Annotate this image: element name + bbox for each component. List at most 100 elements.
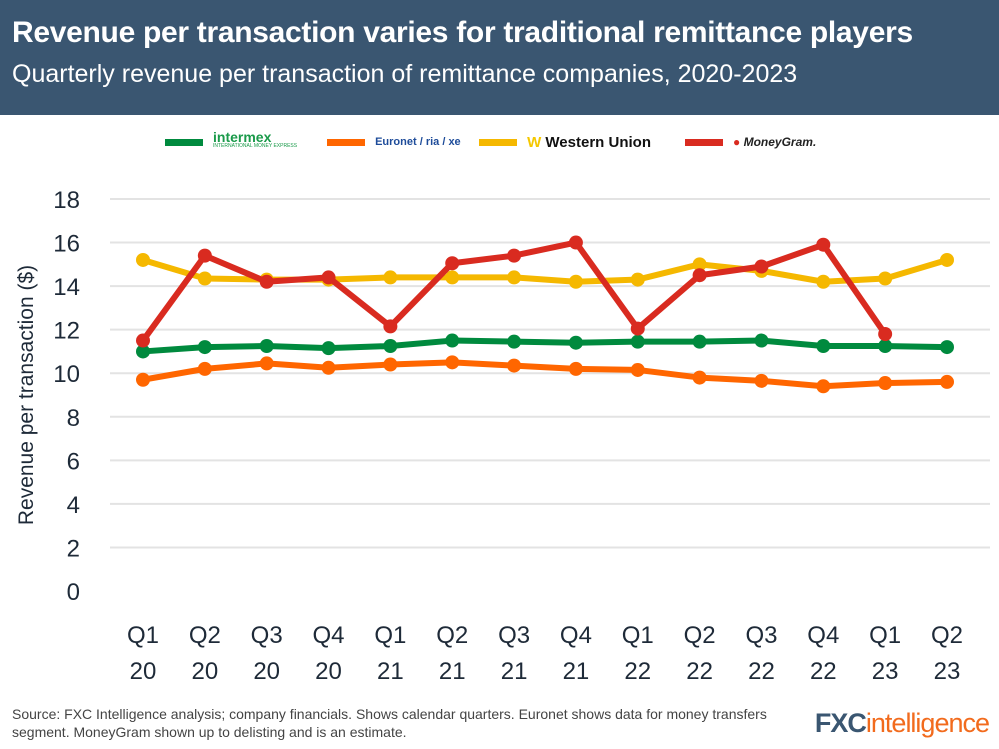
x-tick-label: Q1 bbox=[127, 622, 159, 649]
x-tick-label: 22 bbox=[686, 658, 713, 685]
source-note: Source: FXC Intelligence analysis; compa… bbox=[12, 706, 767, 740]
intermex-logo: intermex INTERNATIONAL MONEY EXPRESS bbox=[213, 129, 298, 149]
y-tick-label: 2 bbox=[67, 535, 80, 562]
data-point bbox=[630, 321, 645, 336]
data-point bbox=[383, 270, 398, 285]
data-point bbox=[445, 333, 460, 348]
data-point bbox=[197, 248, 212, 263]
data-point bbox=[568, 361, 583, 376]
data-point bbox=[321, 341, 336, 356]
data-point bbox=[692, 257, 707, 272]
data-point bbox=[383, 357, 398, 372]
data-point bbox=[630, 334, 645, 349]
data-point bbox=[878, 327, 893, 342]
x-tick-label: Q2 bbox=[189, 622, 221, 649]
x-tick-label: Q4 bbox=[807, 622, 839, 649]
y-tick-label: 18 bbox=[53, 187, 80, 214]
x-tick-label: 22 bbox=[748, 658, 775, 685]
data-point bbox=[816, 379, 831, 394]
data-point bbox=[754, 373, 769, 388]
chart-title: Revenue per transaction varies for tradi… bbox=[12, 16, 913, 49]
data-point bbox=[816, 237, 831, 252]
data-point bbox=[507, 358, 522, 373]
data-point bbox=[136, 372, 150, 387]
legend-item-moneygram: ● MoneyGram. bbox=[685, 135, 816, 149]
moneygram-logo: ● MoneyGram. bbox=[733, 135, 817, 149]
data-point bbox=[136, 333, 150, 348]
data-point bbox=[630, 272, 645, 287]
data-point bbox=[197, 271, 212, 286]
legend-swatch bbox=[165, 138, 203, 146]
x-tick-label: 21 bbox=[377, 658, 404, 685]
data-point bbox=[445, 270, 460, 285]
x-tick-label: 20 bbox=[315, 658, 342, 685]
data-point bbox=[754, 333, 769, 348]
data-point bbox=[197, 361, 212, 376]
data-point bbox=[878, 339, 893, 353]
x-tick-label: 21 bbox=[439, 658, 466, 685]
euronet-ria-xe-logo: Euronet / ria / xe bbox=[375, 136, 461, 148]
series-line-euronet bbox=[142, 359, 948, 390]
data-point bbox=[568, 335, 583, 350]
y-tick-label: 0 bbox=[67, 579, 80, 606]
y-tick-label: 16 bbox=[53, 231, 80, 258]
y-tick-label: 10 bbox=[53, 361, 80, 388]
x-tick-label: Q2 bbox=[436, 622, 468, 649]
chart-subtitle: Quarterly revenue per transaction of rem… bbox=[12, 60, 798, 88]
data-point bbox=[568, 235, 583, 250]
series-line-intermex bbox=[142, 337, 948, 355]
data-point bbox=[383, 339, 398, 353]
x-tick-label: 22 bbox=[810, 658, 837, 685]
x-tick-label: 21 bbox=[501, 658, 528, 685]
data-point bbox=[940, 374, 954, 389]
x-tick-label: Q3 bbox=[498, 622, 530, 649]
x-tick-label: 22 bbox=[624, 658, 651, 685]
data-point bbox=[940, 340, 954, 355]
data-point bbox=[383, 319, 398, 334]
x-tick-label: 20 bbox=[253, 658, 280, 685]
x-tick-label: Q2 bbox=[684, 622, 716, 649]
data-point bbox=[321, 360, 336, 375]
data-point bbox=[630, 362, 645, 377]
x-tick-label: Q3 bbox=[251, 622, 283, 649]
x-tick-label: Q2 bbox=[931, 622, 963, 649]
legend-swatch bbox=[479, 138, 518, 146]
data-point bbox=[259, 339, 274, 353]
data-point bbox=[507, 248, 522, 263]
data-point bbox=[136, 252, 150, 267]
y-axis-label: Revenue per transaction ($) bbox=[15, 265, 38, 525]
legend-swatch bbox=[327, 138, 366, 146]
data-point bbox=[878, 271, 893, 286]
data-point bbox=[321, 270, 336, 285]
legend: intermex INTERNATIONAL MONEY EXPRESS Eur… bbox=[165, 122, 816, 162]
western-union-logo: W Western Union bbox=[527, 133, 651, 151]
data-point bbox=[507, 270, 522, 285]
data-point bbox=[259, 274, 274, 289]
y-tick-label: 8 bbox=[67, 405, 80, 432]
x-tick-label: Q4 bbox=[560, 622, 592, 649]
data-point bbox=[692, 268, 707, 283]
y-tick-label: 12 bbox=[53, 318, 80, 345]
data-point bbox=[507, 334, 522, 349]
y-tick-label: 4 bbox=[67, 492, 80, 519]
data-point bbox=[445, 355, 460, 370]
data-point bbox=[259, 356, 274, 371]
data-point bbox=[816, 274, 831, 289]
data-point bbox=[692, 370, 707, 385]
data-point bbox=[568, 274, 583, 289]
x-tick-label: 20 bbox=[191, 658, 218, 685]
data-point bbox=[754, 259, 769, 274]
x-tick-label: Q1 bbox=[374, 622, 406, 649]
legend-item-intermex: intermex INTERNATIONAL MONEY EXPRESS bbox=[165, 129, 298, 151]
x-tick-label: Q1 bbox=[622, 622, 654, 649]
fxc-intelligence-logo: FXCintelligence bbox=[814, 708, 990, 738]
y-tick-label: 6 bbox=[67, 448, 80, 475]
data-point bbox=[878, 376, 893, 391]
header: Revenue per transaction varies for tradi… bbox=[0, 0, 999, 115]
data-point bbox=[445, 256, 460, 271]
x-tick-label: 23 bbox=[934, 658, 961, 685]
y-tick-label: 14 bbox=[53, 274, 80, 301]
legend-item-western-union: W Western Union bbox=[479, 134, 651, 151]
x-tick-label: Q4 bbox=[313, 622, 345, 649]
